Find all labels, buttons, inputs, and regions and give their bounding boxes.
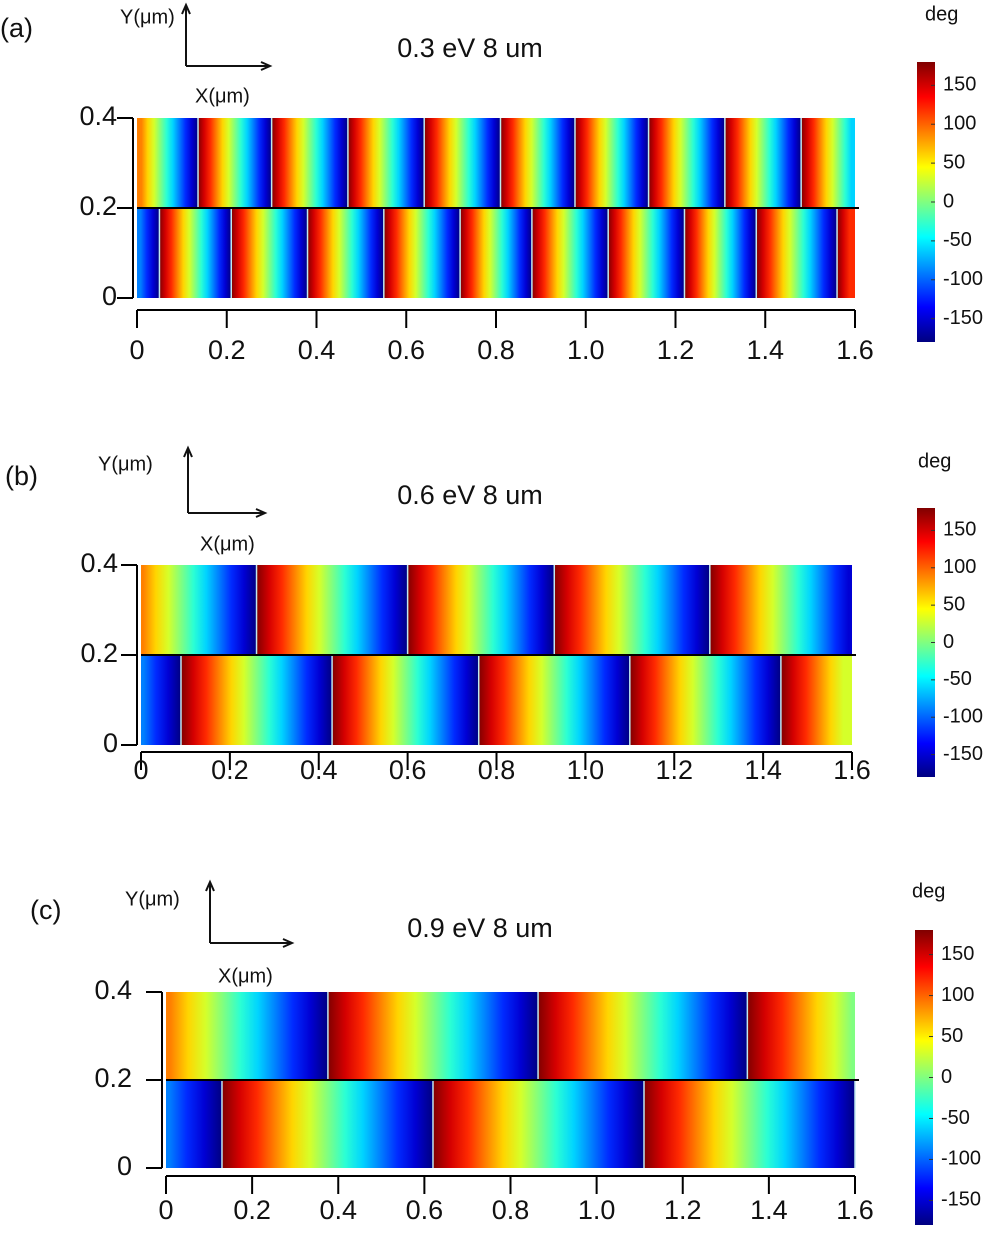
panel-title: 0.3 eV 8 um	[397, 33, 543, 63]
x-tick-label: 1.2	[664, 1195, 702, 1225]
colorbar-tick-label: -100	[943, 268, 983, 290]
colorbar-tick-label: -150	[941, 1189, 981, 1211]
x-arrow	[186, 61, 273, 71]
x-tick-label: 1.6	[836, 335, 874, 365]
x-tick-label: 0	[133, 755, 148, 785]
colorbar-tick-label: -150	[943, 743, 983, 765]
colorbar-label: deg	[912, 880, 945, 902]
panel-label: (b)	[5, 461, 38, 491]
x-tick-label: 1.6	[833, 755, 871, 785]
y-arrow	[183, 445, 193, 513]
phase-row	[166, 992, 855, 1080]
colorbar	[917, 62, 935, 342]
x-tick-label: 0.2	[208, 335, 246, 365]
colorbar-tick-label: 0	[943, 631, 954, 653]
y-tick-label: 0	[117, 1151, 132, 1181]
y-tick-label: 0.2	[94, 1063, 132, 1093]
x-tick-label: 0.2	[233, 1195, 271, 1225]
x-tick-label: 1.6	[836, 1195, 874, 1225]
phase-row	[137, 118, 855, 208]
x-tick-label: 0.4	[300, 755, 338, 785]
x-tick-label: 0.2	[211, 755, 249, 785]
phase-row	[137, 208, 855, 298]
colorbar-tick-label: 0	[941, 1066, 952, 1088]
x-tick-label: 1.4	[744, 755, 782, 785]
colorbar-tick-label: -150	[943, 307, 983, 329]
x-tick-label: 0.8	[477, 335, 515, 365]
x-tick-label: 0.6	[406, 1195, 444, 1225]
y-tick-label: 0	[103, 728, 118, 758]
x-tick-label: 1.0	[578, 1195, 616, 1225]
y-tick-label: 0.4	[79, 101, 117, 131]
colorbar-tick-label: 100	[941, 984, 974, 1006]
x-tick-label: 0.8	[478, 755, 516, 785]
colorbar-tick-label: 150	[943, 519, 976, 541]
x-tick-label: 0.8	[492, 1195, 530, 1225]
colorbar-tick-label: 50	[943, 151, 965, 173]
colorbar-tick-label: 150	[943, 74, 976, 96]
x-tick-label: 0.6	[387, 335, 425, 365]
x-axis-label: X(μm)	[195, 85, 250, 107]
y-axis-label: Y(μm)	[120, 6, 175, 28]
colorbar-tick-label: -100	[943, 706, 983, 728]
colorbar-label: deg	[918, 450, 951, 472]
y-tick-label: 0	[102, 281, 117, 311]
phase-row	[141, 655, 852, 745]
x-axis-label: X(μm)	[218, 965, 273, 987]
y-tick-label: 0.2	[79, 191, 117, 221]
x-arrow	[188, 508, 268, 518]
x-tick-label: 1.0	[567, 755, 605, 785]
x-tick-label: 1.4	[750, 1195, 788, 1225]
y-tick-label: 0.2	[80, 638, 118, 668]
x-tick-label: 0	[129, 335, 144, 365]
x-tick-label: 1.2	[657, 335, 695, 365]
x-axis-label: X(μm)	[200, 533, 255, 555]
y-axis-label: Y(μm)	[98, 453, 153, 475]
colorbar	[915, 930, 933, 1225]
colorbar-tick-label: -50	[943, 668, 972, 690]
phase-row	[141, 565, 852, 655]
colorbar-tick-label: -50	[941, 1107, 970, 1129]
panel-title: 0.9 eV 8 um	[407, 913, 553, 943]
x-tick-label: 1.2	[655, 755, 693, 785]
y-tick-label: 0.4	[94, 975, 132, 1005]
y-arrow	[205, 879, 215, 943]
colorbar-tick-label: 0	[943, 190, 954, 212]
panel-label: (c)	[30, 895, 61, 925]
x-tick-label: 1.0	[567, 335, 605, 365]
colorbar-tick-label: 150	[941, 943, 974, 965]
colorbar-tick-label: 50	[941, 1025, 963, 1047]
colorbar-tick-label: 100	[943, 556, 976, 578]
colorbar	[917, 508, 935, 777]
x-tick-label: 0.6	[389, 755, 427, 785]
y-arrow	[181, 2, 191, 66]
y-tick-label: 0.4	[80, 548, 118, 578]
phase-row	[166, 1080, 855, 1168]
panel-label: (a)	[0, 13, 33, 43]
colorbar-tick-label: 100	[943, 113, 976, 135]
x-tick-label: 1.4	[746, 335, 784, 365]
colorbar-tick-label: -50	[943, 229, 972, 251]
colorbar-label: deg	[925, 3, 958, 25]
x-tick-label: 0.4	[319, 1195, 357, 1225]
colorbar-tick-label: 50	[943, 593, 965, 615]
panel-title: 0.6 eV 8 um	[397, 480, 543, 510]
x-arrow	[210, 938, 295, 948]
y-axis-label: Y(μm)	[125, 888, 180, 910]
colorbar-tick-label: -100	[941, 1148, 981, 1170]
x-tick-label: 0.4	[298, 335, 336, 365]
x-tick-label: 0	[158, 1195, 173, 1225]
